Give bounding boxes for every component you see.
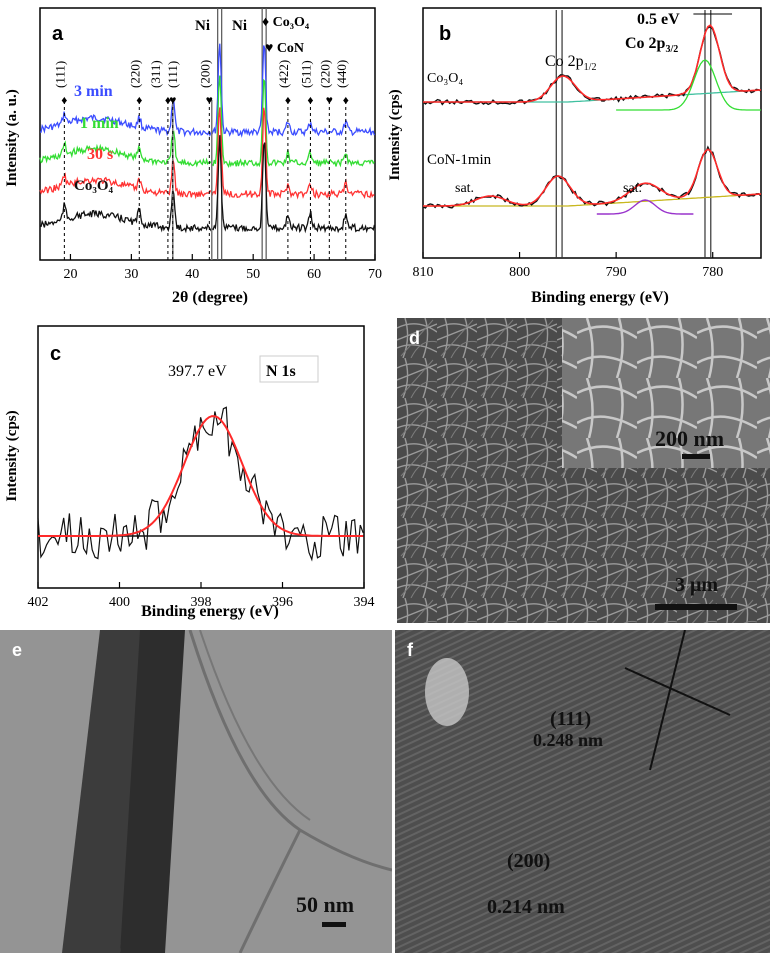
ni-label-2: Ni bbox=[232, 18, 247, 34]
peak-marker: ♥ bbox=[206, 93, 213, 107]
hkl-label-a: (111) bbox=[52, 61, 67, 88]
sat-label-2: sat. bbox=[623, 181, 642, 196]
series-line-a bbox=[39, 107, 375, 200]
series-line-a bbox=[39, 135, 376, 234]
x-tick-label-b: 780 bbox=[702, 265, 723, 280]
panel-label-c: c bbox=[50, 343, 61, 365]
svg-text:Co 2p1/2: Co 2p1/2 bbox=[545, 53, 596, 73]
hkl-label-a: (511) bbox=[298, 60, 313, 88]
xrd-chart: a Intensity (a. u.) 2θ (degree) 20 30 40 50… bbox=[4, 7, 382, 306]
hrtem-image-f: f (111) 0.248 nm (200) 0.214 nm bbox=[395, 630, 770, 953]
label-con-1min: CoN-1min bbox=[427, 152, 492, 168]
x-tick-label-a: 20 bbox=[63, 267, 77, 282]
fit-n1s bbox=[38, 415, 364, 537]
x-tick-label-a: 40 bbox=[185, 267, 199, 282]
hkl-111: (111) bbox=[550, 708, 592, 730]
y-axis-label-c: Intensity (cps) bbox=[4, 410, 20, 501]
peak-marker: ♦ bbox=[165, 93, 171, 107]
x-tick-label-b: 800 bbox=[509, 265, 530, 280]
component-sat-b2 bbox=[596, 199, 694, 215]
spectrum-n1s bbox=[37, 406, 364, 562]
legend-con: CoN bbox=[277, 41, 304, 56]
series-label-1min: 1 min bbox=[80, 115, 119, 132]
svg-text:♦ Co₃O₄: ♦ Co₃O₄ bbox=[262, 15, 310, 30]
x-tick-label-c: 396 bbox=[272, 595, 293, 610]
x-tick-label-a: 70 bbox=[368, 267, 382, 282]
peak-marker: ♥ bbox=[169, 93, 176, 107]
panel-label-e: e bbox=[12, 640, 23, 660]
xps-co2p-chart: b Intensity (cps) Binding energy (eV) 81… bbox=[387, 7, 762, 306]
xps-n1s-chart: c Intensity (cps) Binding energy (eV) 40… bbox=[4, 325, 375, 620]
hkl-label-a: (440) bbox=[334, 60, 349, 88]
component-b1 bbox=[616, 59, 761, 111]
panel-c: c Intensity (cps) Binding energy (eV) 40… bbox=[0, 318, 397, 623]
panel-label-b: b bbox=[439, 23, 451, 45]
x-tick-label-b: 810 bbox=[413, 265, 434, 280]
x-tick-label-a: 50 bbox=[246, 267, 260, 282]
d-spacing-200: 0.214 nm bbox=[487, 896, 565, 918]
hkl-label-a: (220) bbox=[317, 60, 332, 88]
peak-marker: ♦ bbox=[61, 93, 67, 107]
x-tick-label-c: 398 bbox=[191, 595, 212, 610]
y-axis-label-b: Intensity (cps) bbox=[387, 89, 403, 180]
svg-text:♥ CoN: ♥ CoN bbox=[265, 41, 304, 56]
sem-image-d: d 200 nm 3 μm bbox=[397, 318, 770, 623]
panel-label-d: d bbox=[409, 328, 420, 348]
scale-label-200nm: 200 nm bbox=[655, 426, 725, 451]
shift-label: 0.5 eV bbox=[637, 11, 680, 28]
peak-marker: ♦ bbox=[307, 93, 313, 107]
panel-label-f: f bbox=[407, 640, 413, 660]
series-line-a bbox=[39, 43, 376, 138]
x-axis-label-a: 2θ (degree) bbox=[172, 289, 248, 306]
x-axis-label-b: Binding energy (eV) bbox=[531, 289, 669, 306]
scale-label-3um: 3 μm bbox=[675, 574, 718, 596]
x-tick-label-c: 402 bbox=[28, 595, 49, 610]
x-tick-label-a: 60 bbox=[307, 267, 321, 282]
series-label-3min: 3 min bbox=[74, 83, 113, 100]
peak-marker: ♦ bbox=[285, 93, 291, 107]
hkl-label-a: (220) bbox=[127, 60, 142, 88]
x-tick-label-b: 790 bbox=[606, 265, 627, 280]
hkl-label-a: (311) bbox=[148, 60, 163, 88]
x-tick-label-c: 400 bbox=[109, 595, 130, 610]
peak-label: 397.7 eV bbox=[168, 363, 227, 380]
d-spacing-111: 0.248 nm bbox=[533, 730, 604, 750]
svg-text:Co 2p3/2: Co 2p3/2 bbox=[625, 35, 678, 55]
x-tick-label-a: 30 bbox=[124, 267, 138, 282]
hkl-label-a: (111) bbox=[165, 61, 180, 88]
panel-b: b Intensity (cps) Binding energy (eV) 81… bbox=[385, 0, 770, 310]
hkl-label-a: (422) bbox=[276, 60, 291, 88]
n1s-tag: N 1s bbox=[266, 363, 296, 380]
series-line-a bbox=[39, 75, 375, 168]
peak-marker: ♦ bbox=[136, 93, 142, 107]
fit-envelope-b2 bbox=[423, 148, 762, 207]
label-co3o4-b: Co₃O₄ bbox=[427, 71, 463, 86]
scale-label-50nm: 50 nm bbox=[296, 892, 355, 917]
panel-a: a Intensity (a. u.) 2θ (degree) 20 30 40 50… bbox=[0, 0, 385, 310]
y-axis-label-a: Intensity (a. u.) bbox=[4, 89, 20, 187]
series-label-30s: 30 s bbox=[87, 146, 113, 163]
ni-label-1: Ni bbox=[195, 18, 210, 34]
panel-label-a: a bbox=[52, 23, 64, 45]
legend-co3o4: Co₃O₄ bbox=[273, 15, 310, 30]
peak-marker: ♥ bbox=[326, 93, 333, 107]
hkl-label-a: (200) bbox=[197, 60, 212, 88]
hkl-200: (200) bbox=[507, 850, 551, 872]
fit-envelope-b1 bbox=[423, 24, 762, 103]
peak-marker: ♦ bbox=[343, 93, 349, 107]
x-axis-label-c: Binding energy (eV) bbox=[141, 603, 279, 620]
sat-label-1: sat. bbox=[455, 181, 474, 196]
x-tick-label-c: 394 bbox=[354, 595, 375, 610]
tem-image-e: e 50 nm bbox=[0, 630, 392, 953]
series-label-co3o4: Co₃O₄ bbox=[74, 178, 113, 194]
